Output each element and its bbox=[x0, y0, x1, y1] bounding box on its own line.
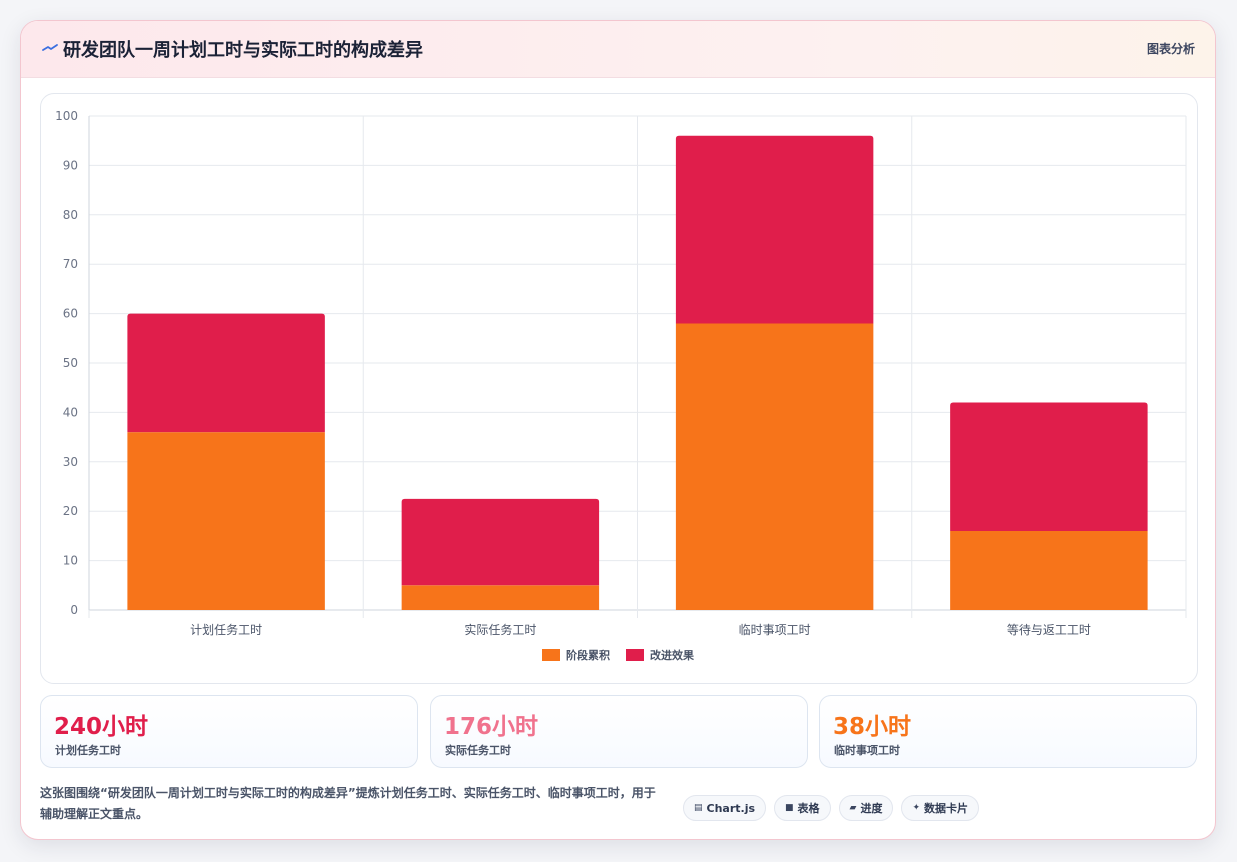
y-tick-label: 30 bbox=[63, 455, 78, 469]
bar-segment bbox=[950, 530, 1148, 610]
pill-table[interactable]: ■ 表格 bbox=[774, 795, 831, 821]
chart-description: 这张图围绕“研发团队一周计划工时与实际工时的构成差异”提炼计划任务工时、实际任务… bbox=[40, 786, 656, 821]
pill-label: 进度 bbox=[860, 802, 883, 815]
stat-card-actual: 176小时 实际任务工时 bbox=[430, 695, 808, 768]
pill-label: 表格 bbox=[797, 802, 820, 815]
trend-line-icon bbox=[42, 44, 58, 51]
y-tick-label: 20 bbox=[63, 504, 78, 518]
pill-label: Chart.js bbox=[706, 801, 756, 815]
x-tick-label: 计划任务工时 bbox=[190, 622, 262, 637]
bar-segment bbox=[950, 402, 1148, 531]
pill-label: 数据卡片 bbox=[924, 802, 969, 815]
bar-segment bbox=[401, 585, 600, 610]
pill-chartjs[interactable]: ▤ Chart.js bbox=[683, 795, 767, 821]
table-icon: ■ bbox=[785, 803, 794, 813]
page-title: 研发团队一周计划工时与实际工时的构成差异 bbox=[63, 40, 423, 61]
legend-label: 改进效果 bbox=[650, 648, 694, 662]
legend-swatch bbox=[542, 649, 560, 661]
chart-card: 研发团队一周计划工时与实际工时的构成差异 图表分析 0 10 20 30 40 50 60 7… bbox=[20, 20, 1216, 840]
stacked-bar-chart: 0 10 20 30 40 50 60 70 80 90 100 计划任务工时 实际任务工时 临时事项工时… bbox=[55, 109, 1187, 662]
stat-label: 实际任务工时 bbox=[445, 744, 511, 757]
stat-card-planned: 240小时 计划任务工时 bbox=[40, 695, 418, 768]
y-tick-label: 50 bbox=[63, 356, 78, 370]
y-tick-label: 40 bbox=[63, 405, 78, 419]
chart-panel: 0 10 20 30 40 50 60 70 80 90 100 计划任务工时 实际任务工时 临时事项工时… bbox=[40, 93, 1198, 684]
legend-label: 阶段累积 bbox=[566, 648, 610, 662]
tech-pills: ▤ Chart.js ■ 表格 ▰ 进度 ✦ 数据卡片 bbox=[683, 795, 980, 823]
stat-value: 176小时 bbox=[444, 714, 539, 740]
bar-segment bbox=[127, 313, 325, 433]
sparkle-icon: ✦ bbox=[912, 803, 921, 813]
pill-data-card[interactable]: ✦ 数据卡片 bbox=[901, 795, 980, 821]
y-tick-label: 10 bbox=[63, 554, 78, 568]
header-tag: 图表分析 bbox=[1146, 42, 1195, 56]
chart-icon: ▤ bbox=[694, 803, 703, 813]
stat-value: 38小时 bbox=[833, 714, 912, 740]
x-tick-label: 等待与返工工时 bbox=[1007, 623, 1091, 637]
legend-swatch bbox=[626, 649, 644, 661]
y-tick-label: 60 bbox=[63, 307, 78, 321]
bar-segment bbox=[675, 135, 874, 324]
x-tick-label: 实际任务工时 bbox=[464, 622, 536, 637]
stat-label: 计划任务工时 bbox=[55, 744, 121, 757]
y-tick-label: 0 bbox=[70, 603, 78, 617]
y-tick-label: 90 bbox=[63, 158, 78, 172]
stat-card-adhoc: 38小时 临时事项工时 bbox=[819, 695, 1197, 768]
progress-icon: ▰ bbox=[849, 803, 857, 813]
pill-progress[interactable]: ▰ 进度 bbox=[838, 795, 894, 821]
bar-segment bbox=[401, 498, 600, 586]
card-header: 研发团队一周计划工时与实际工时的构成差异 图表分析 bbox=[21, 21, 1215, 78]
bar-segment bbox=[127, 432, 325, 610]
bar-segment bbox=[675, 323, 874, 610]
y-tick-label: 80 bbox=[63, 208, 78, 222]
stat-value: 240小时 bbox=[54, 714, 149, 740]
x-tick-label: 临时事项工时 bbox=[739, 623, 811, 637]
y-tick-label: 70 bbox=[63, 257, 78, 271]
y-tick-label: 100 bbox=[55, 109, 78, 123]
stat-label: 临时事项工时 bbox=[834, 744, 900, 757]
